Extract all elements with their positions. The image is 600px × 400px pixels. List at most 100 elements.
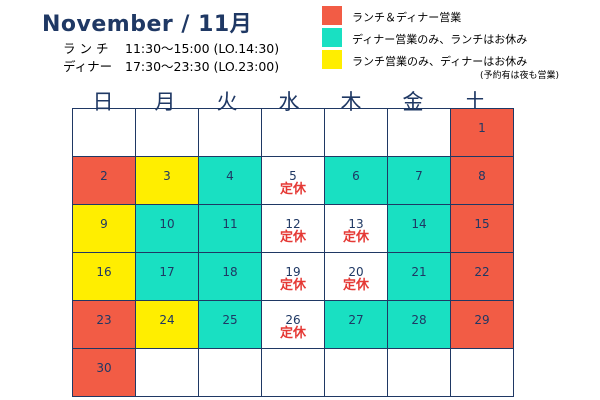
calendar-day-cell: 1 [450,108,514,157]
calendar-day-cell: 3 [135,156,199,205]
calendar-day-cell: 5 定休 [261,156,325,205]
calendar-day-cell: 19 定休 [261,252,325,301]
legend-label-lunch: ランチ営業のみ、ディナーはお休み [352,55,528,68]
dinner-hours-row: ディナー 17:30〜23:30 (LO.23:00) [63,58,279,76]
calendar-empty-cell [135,108,199,157]
calendar-day-cell: 25 [198,300,262,349]
calendar-day-cell: 28 [387,300,451,349]
lunch-hours-time: 11:30〜15:00 (LO.14:30) [125,41,280,56]
calendar-empty-cell [261,108,325,157]
calendar-day-cell: 9 [72,204,136,253]
day-number: 13 [348,217,364,231]
day-number: 7 [415,169,423,183]
calendar-empty-cell [135,348,199,397]
day-number: 4 [226,169,234,183]
calendar-day-cell: 14 [387,204,451,253]
calendar-week-row: 16 17 18 19 定休 20 定休 21 22 [72,252,514,301]
day-number: 2 [100,169,108,183]
day-number: 27 [348,313,364,327]
day-number: 21 [411,265,427,279]
business-hours: ラ ン チ 11:30〜15:00 (LO.14:30) ディナー 17:30〜… [63,40,279,76]
day-number: 19 [285,265,301,279]
dinner-hours-label: ディナー [63,59,113,74]
day-number: 26 [285,313,301,327]
calendar-empty-cell [324,348,388,397]
calendar-grid: 1 2 3 4 5 定休 6 7 8 9 10 11 12 定休 13 定休 14 15 16 17 18 19 定休 20 定… [72,108,514,397]
dinner-hours-time: 17:30〜23:30 (LO.23:00) [125,59,280,74]
calendar-day-cell: 18 [198,252,262,301]
day-number: 8 [478,169,486,183]
day-number: 28 [411,313,427,327]
calendar-day-cell: 26 定休 [261,300,325,349]
calendar-day-cell: 2 [72,156,136,205]
calendar-day-cell: 21 [387,252,451,301]
legend-swatch-lunch [322,50,342,69]
lunch-hours-label: ラ ン チ [63,41,109,56]
day-number: 9 [100,217,108,231]
day-number: 29 [474,313,490,327]
legend-swatch-dinner [322,28,342,47]
calendar-empty-cell [72,108,136,157]
calendar-day-cell: 17 [135,252,199,301]
calendar-day-cell: 12 定休 [261,204,325,253]
day-number: 25 [222,313,238,327]
closed-label: 定休 [342,278,369,293]
calendar-day-cell: 27 [324,300,388,349]
calendar-empty-cell [198,108,262,157]
legend-swatch-both [322,6,342,25]
day-number: 24 [159,313,175,327]
calendar-empty-cell [198,348,262,397]
day-number: 14 [411,217,427,231]
calendar-week-row: 30 [72,348,514,397]
calendar-empty-cell [261,348,325,397]
day-number: 22 [474,265,490,279]
day-number: 6 [352,169,360,183]
calendar-empty-cell [387,108,451,157]
day-number: 18 [222,265,238,279]
calendar-empty-cell [324,108,388,157]
day-number: 16 [96,265,112,279]
calendar-week-row: 9 10 11 12 定休 13 定休 14 15 [72,204,514,253]
day-number: 30 [96,361,112,375]
calendar-day-cell: 8 [450,156,514,205]
closed-label: 定休 [279,182,306,197]
calendar-empty-cell [387,348,451,397]
calendar-week-row: 23 24 25 26 定休 27 28 29 [72,300,514,349]
legend-note: (予約有は夜も営業) [480,71,560,81]
legend-label-both: ランチ＆ディナー営業 [352,11,462,24]
calendar-day-cell: 10 [135,204,199,253]
day-number: 11 [222,217,238,231]
calendar-day-cell: 4 [198,156,262,205]
calendar-day-cell: 22 [450,252,514,301]
day-number: 17 [159,265,175,279]
calendar-day-cell: 6 [324,156,388,205]
calendar-day-cell: 30 [72,348,136,397]
day-number: 20 [348,265,364,279]
calendar-empty-cell [450,348,514,397]
calendar-day-cell: 15 [450,204,514,253]
closed-label: 定休 [342,230,369,245]
closed-label: 定休 [279,278,306,293]
day-number: 10 [159,217,175,231]
day-number: 12 [285,217,301,231]
closed-label: 定休 [279,326,306,341]
day-number: 15 [474,217,490,231]
calendar-day-cell: 13 定休 [324,204,388,253]
calendar-week-row: 1 [72,108,514,157]
day-number: 5 [289,169,297,183]
calendar-body: 1 2 3 4 5 定休 6 7 8 9 10 11 12 定休 13 定休 14 15 16 17 18 19 定休 20 定… [72,108,514,397]
calendar-day-cell: 11 [198,204,262,253]
calendar-day-cell: 23 [72,300,136,349]
calendar-day-cell: 29 [450,300,514,349]
legend-label-dinner: ディナー営業のみ、ランチはお休み [352,33,528,46]
lunch-hours-row: ラ ン チ 11:30〜15:00 (LO.14:30) [63,40,279,58]
calendar-day-cell: 16 [72,252,136,301]
calendar-day-cell: 24 [135,300,199,349]
calendar-week-row: 2 3 4 5 定休 6 7 8 [72,156,514,205]
calendar-day-cell: 20 定休 [324,252,388,301]
day-number: 23 [96,313,112,327]
day-number: 3 [163,169,171,183]
closed-label: 定休 [279,230,306,245]
day-number: 1 [478,121,486,135]
calendar-day-cell: 7 [387,156,451,205]
